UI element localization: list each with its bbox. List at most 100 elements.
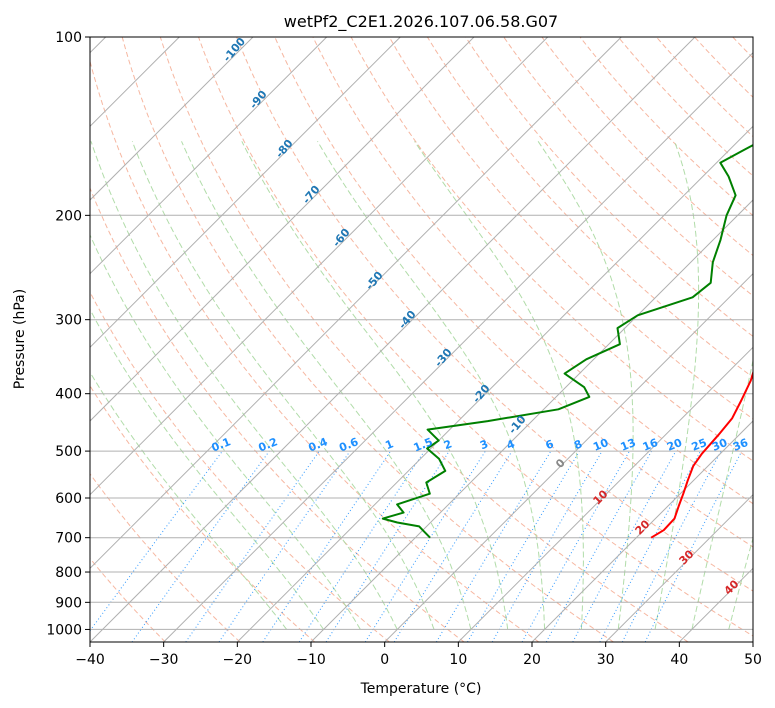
- dry-adiabat: [90, 291, 390, 642]
- x-tick-label: −40: [75, 652, 105, 668]
- dry-adiabat: [90, 186, 465, 642]
- moist-adiabat: [537, 141, 634, 630]
- isotherm-line: [310, 199, 753, 642]
- mixing-ratio-line: [185, 450, 320, 642]
- mixing-ratio-line: [599, 450, 701, 642]
- isotherm-line: [531, 420, 753, 642]
- moist-adiabat: [131, 141, 435, 630]
- y-tick-label: 500: [55, 444, 82, 460]
- mixing-ratio-label: 3: [478, 437, 490, 452]
- y-tick-label: 800: [55, 565, 82, 581]
- mixing-ratio-label: 0.1: [210, 435, 233, 454]
- dry-adiabat: [503, 37, 753, 297]
- dry-adiabat-label: -80: [273, 137, 296, 161]
- plot-frame: [89, 36, 754, 643]
- x-tick-label: 30: [597, 652, 615, 668]
- dry-adiabat: [771, 37, 775, 642]
- x-tick-label: 0: [380, 652, 389, 668]
- mixing-ratio-line: [298, 450, 425, 642]
- dry-adiabat: [121, 37, 614, 642]
- moist-adiabat: [90, 141, 398, 630]
- sounding-lines: [381, 143, 753, 539]
- mixing-ratio-label: 36: [731, 436, 750, 454]
- dry-adiabat: [90, 472, 241, 642]
- isotherm-line: [90, 37, 696, 642]
- moist-adiabat: [414, 141, 584, 630]
- dry-adiabat-label: -30: [432, 346, 455, 370]
- moist-adiabat: [90, 308, 324, 630]
- y-tick-label: 300: [55, 313, 82, 329]
- dry-adiabat: [350, 37, 753, 462]
- dry-adiabat-label: -60: [330, 226, 353, 250]
- dry-adiabat: [274, 37, 753, 548]
- mixing-ratio-label: 20: [665, 436, 684, 454]
- y-axis-label: Pressure (hPa): [12, 289, 28, 389]
- chart-title: wetPf2_C2E1.2026.107.06.58.G07: [284, 12, 558, 32]
- mixing-ratio-label: 13: [619, 436, 638, 454]
- isotherm-line: [752, 641, 753, 642]
- mixing-ratio-label: 0.4: [307, 435, 330, 454]
- moist-adiabat: [654, 141, 700, 630]
- mixing-ratio-label: 1: [383, 437, 395, 452]
- moist-adiabat: [691, 358, 753, 630]
- y-tick-label: 600: [55, 491, 82, 507]
- isotherm-line: [457, 346, 753, 642]
- isotherm-line: [90, 37, 475, 422]
- dewpoint-line: [381, 143, 753, 539]
- isotherm-line: [90, 37, 622, 570]
- dry-adiabat: [90, 557, 166, 642]
- dry-adiabat-label: -10: [506, 413, 529, 437]
- y-tick-label: 100: [55, 30, 82, 46]
- isotherm-line: [236, 125, 753, 642]
- dry-adiabat: [312, 37, 753, 505]
- y-tick-label: 700: [55, 531, 82, 547]
- x-axis-label: Temperature (°C): [360, 681, 482, 697]
- dry-adiabat: [198, 37, 753, 637]
- y-tick-label: 900: [55, 595, 82, 611]
- x-tick-label: −30: [149, 652, 179, 668]
- moist-adiabat-label: 30: [677, 547, 697, 567]
- moist-adiabat-label: 20: [633, 517, 653, 537]
- mixing-ratio-line: [393, 450, 513, 642]
- moist-adiabat: [90, 233, 361, 630]
- dry-adiabat: [656, 37, 753, 138]
- mixing-ratio-line: [621, 450, 722, 642]
- dry-adiabat: [426, 37, 753, 379]
- mixing-ratio-line: [218, 450, 351, 642]
- mixing-ratio-label: 30: [710, 436, 729, 454]
- mixing-ratio-label: 0.2: [257, 435, 280, 454]
- moist-adiabat: [728, 536, 753, 630]
- mixing-ratio-label: 6: [544, 437, 556, 452]
- mixing-ratio-line: [572, 450, 677, 642]
- x-tick-label: −10: [296, 652, 326, 668]
- isotherm-line: [90, 37, 328, 275]
- dry-adiabat: [236, 37, 753, 592]
- dry-adiabat: [694, 37, 753, 98]
- dry-adiabat: [388, 37, 753, 420]
- mixing-ratio-label: 25: [690, 436, 709, 454]
- mixing-ratio-line: [262, 450, 392, 642]
- mixing-ratio-label: 4: [505, 437, 517, 452]
- x-axis: −40 −30 −20 −10 0 10 20 30 40 50: [75, 642, 762, 668]
- moist-adiabat: [90, 371, 288, 630]
- x-tick-label: −20: [223, 652, 253, 668]
- temperature-line: [650, 369, 753, 539]
- moist-adiabat-label: 40: [722, 577, 742, 597]
- dry-adiabat: [541, 37, 753, 257]
- x-tick-label: 40: [670, 652, 688, 668]
- mixing-ratio-label: 16: [641, 436, 660, 454]
- mixing-ratio-line: [644, 450, 743, 642]
- isotherm-line: [678, 567, 753, 642]
- mixing-ratio-label: 8: [572, 437, 584, 452]
- dry-adiabat-label: -70: [300, 183, 323, 207]
- mixing-ratio-line: [435, 450, 552, 642]
- y-axis: 100 200 300 400 500 600 700 800 900 1000: [46, 30, 90, 638]
- dry-adiabat: [90, 384, 316, 642]
- dry-adiabat-label: -20: [470, 382, 493, 406]
- dry-adiabat-label: -40: [396, 308, 419, 332]
- dry-adiabat-label: -100: [220, 35, 248, 65]
- isotherm-line: [384, 272, 753, 642]
- y-tick-label: 200: [55, 208, 82, 224]
- moist-adiabat: [317, 141, 546, 630]
